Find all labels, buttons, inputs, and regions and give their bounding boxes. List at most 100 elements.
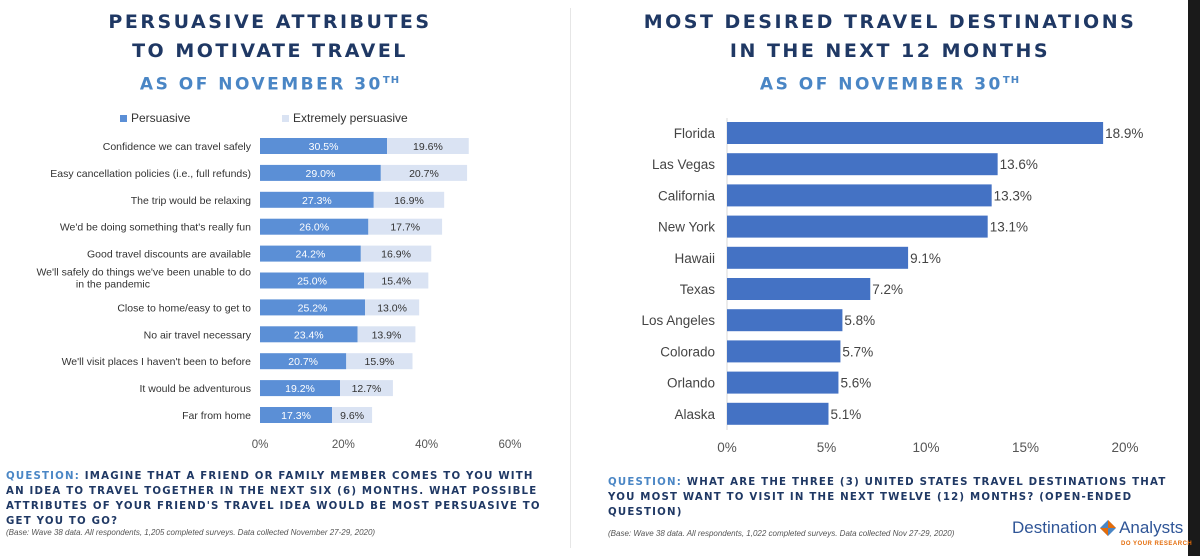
legend-extremely: Extremely persuasive	[282, 111, 408, 125]
bar-extremely-persuasive	[360, 245, 432, 262]
bar-extremely-persuasive	[340, 380, 393, 397]
right-asof-sup: TH	[1002, 75, 1021, 86]
data-label-extremely: 20.7%	[409, 168, 439, 180]
bar-persuasive	[260, 407, 333, 423]
bar-extremely-persuasive	[332, 407, 373, 423]
right-asof-text: AS OF NOVEMBER 30	[759, 74, 1003, 95]
destination-label: Florida	[674, 126, 716, 141]
desired-destinations-chart: Florida 18.9% Las Vegas 13.6% California 13.3…	[641, 118, 1143, 455]
destination-label: Hawaii	[674, 251, 715, 266]
bar-destination	[727, 278, 871, 300]
data-label-persuasive: 24.2%	[296, 249, 326, 261]
bar-persuasive	[260, 326, 358, 343]
data-label-extremely: 16.9%	[381, 249, 411, 261]
category-label: No air travel necessary	[144, 329, 252, 341]
x-tick-label: 10%	[912, 440, 939, 455]
data-label-destination: 13.3%	[994, 188, 1032, 203]
logo-word2: Analysts	[1119, 518, 1184, 537]
data-label-extremely: 19.6%	[413, 141, 443, 153]
destination-label: Alaska	[674, 407, 715, 422]
data-label-extremely: 17.7%	[390, 222, 420, 234]
bar-destination	[727, 402, 829, 425]
bar-persuasive	[260, 272, 365, 289]
bar-extremely-persuasive	[387, 138, 469, 154]
x-tick-label: 60%	[498, 439, 521, 451]
right-title-line1: MOST DESIRED TRAVEL DESTINATIONS	[643, 11, 1137, 33]
data-label-persuasive: 26.0%	[299, 222, 329, 234]
legend-persuasive-swatch	[120, 114, 127, 122]
destination-label: Texas	[680, 282, 716, 297]
window-edge	[1188, 0, 1200, 556]
x-tick-label: 0%	[252, 439, 269, 451]
x-tick-label: 20%	[1111, 440, 1138, 455]
left-question-text: Imagine that a friend or family member c…	[6, 471, 541, 527]
data-label-destination: 7.2%	[872, 282, 903, 297]
data-label-destination: 9.1%	[910, 251, 941, 266]
right-question-text: What are the three (3) United States tra…	[608, 477, 1167, 518]
destination-label: Las Vegas	[652, 157, 715, 172]
data-label-destination: 13.6%	[1000, 157, 1038, 172]
x-tick-label: 15%	[1012, 440, 1039, 455]
right-title: MOST DESIRED TRAVEL DESTINATIONS IN THE …	[640, 8, 1140, 100]
bar-persuasive	[260, 353, 347, 370]
left-title: PERSUASIVE ATTRIBUTES TO MOTIVATE TRAVEL…	[60, 8, 480, 100]
data-label-destination: 13.1%	[990, 220, 1028, 235]
bar-persuasive	[260, 299, 365, 316]
data-label-destination: 18.9%	[1105, 126, 1143, 141]
category-label: We'll safely do things we've been unable…	[36, 267, 251, 291]
bar-persuasive	[260, 245, 361, 262]
left-asof-sup: TH	[382, 75, 401, 86]
bar-extremely-persuasive	[364, 272, 429, 289]
left-asof-text: AS OF NOVEMBER 30	[139, 74, 383, 95]
bar-extremely-persuasive	[365, 299, 420, 316]
panel-divider	[570, 8, 571, 548]
data-label-persuasive: 17.3%	[281, 410, 311, 422]
right-asof: AS OF NOVEMBER 30TH	[640, 66, 1140, 100]
left-question-label: QUESTION:	[6, 471, 81, 482]
legend-persuasive-label: Persuasive	[131, 111, 191, 125]
category-label: It would be adventurous	[140, 383, 252, 395]
data-label-persuasive: 25.2%	[298, 302, 328, 314]
data-label-destination: 5.7%	[842, 344, 873, 359]
destination-label: Los Angeles	[641, 313, 715, 328]
data-label-extremely: 15.9%	[364, 356, 394, 368]
left-asof: AS OF NOVEMBER 30TH	[60, 66, 480, 100]
logo-diamond-icon	[1100, 520, 1117, 536]
bar-extremely-persuasive	[368, 218, 443, 235]
bar-destination	[727, 153, 998, 176]
data-label-destination: 5.8%	[844, 313, 875, 328]
logo-tagline: DO YOUR RESEARCH	[1121, 541, 1193, 547]
destination-label: Orlando	[667, 376, 715, 391]
right-base-note: (Base: Wave 38 data. All respondents, 1,…	[608, 529, 955, 538]
legend-extremely-label: Extremely persuasive	[293, 111, 408, 125]
x-tick-label: 5%	[817, 440, 837, 455]
legend-extremely-swatch	[282, 114, 289, 122]
data-label-persuasive: 23.4%	[294, 329, 324, 341]
left-title-line1: PERSUASIVE ATTRIBUTES	[108, 11, 432, 33]
data-label-extremely: 12.7%	[352, 383, 382, 395]
bar-destination	[727, 309, 843, 332]
data-label-extremely: 16.9%	[394, 195, 424, 207]
right-title-line2: IN THE NEXT 12 MONTHS	[729, 40, 1051, 62]
left-question: QUESTION: Imagine that a friend or famil…	[6, 469, 551, 529]
data-label-extremely: 13.9%	[372, 329, 402, 341]
bar-destination	[727, 371, 839, 394]
bar-destination	[727, 340, 841, 363]
destination-label: New York	[658, 220, 715, 235]
data-label-persuasive: 29.0%	[306, 168, 336, 180]
x-tick-label: 40%	[415, 439, 438, 451]
data-label-extremely: 9.6%	[340, 410, 364, 422]
data-label-extremely: 15.4%	[381, 276, 411, 288]
bar-extremely-persuasive	[373, 191, 445, 208]
bar-persuasive	[260, 380, 340, 397]
legend-persuasive: Persuasive	[120, 111, 190, 125]
bar-destination	[727, 122, 1104, 144]
bar-destination	[727, 246, 909, 269]
category-label: The trip would be relaxing	[131, 195, 251, 207]
data-label-extremely: 13.0%	[377, 302, 407, 314]
bar-persuasive	[260, 138, 388, 154]
category-label: We'll visit places I haven't been to bef…	[62, 356, 252, 368]
category-label: Good travel discounts are available	[87, 249, 251, 261]
data-label-destination: 5.1%	[830, 407, 861, 422]
left-base-note: (Base: Wave 38 data. All respondents, 1,…	[6, 528, 376, 537]
